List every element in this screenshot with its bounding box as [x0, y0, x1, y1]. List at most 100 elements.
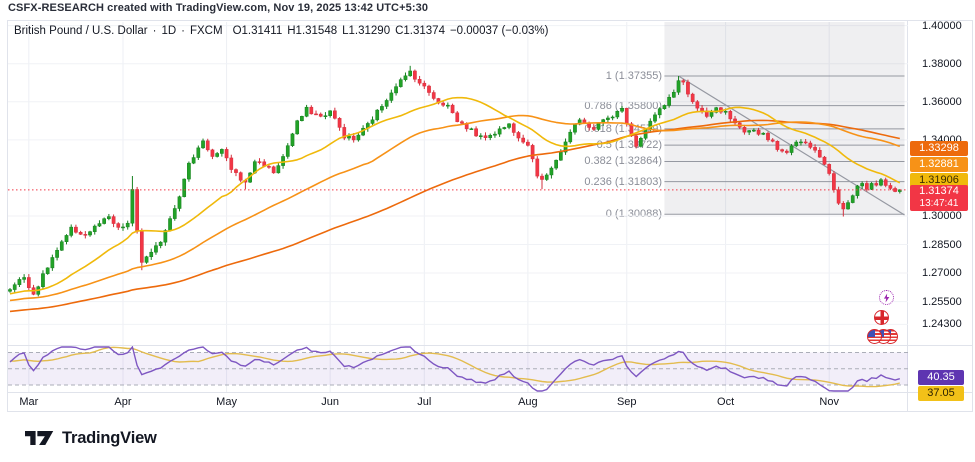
badge-price: 1.31906 — [919, 174, 959, 186]
candle-body — [111, 216, 116, 224]
rsi-indicator-canvas[interactable] — [8, 346, 908, 392]
time-tick-label: Mar — [19, 396, 39, 408]
candle-body — [257, 161, 262, 163]
candle-body — [234, 169, 238, 173]
symbol-title[interactable]: British Pound / U.S. Dollar — [14, 25, 148, 37]
price-scale[interactable]: 1.40000 1.38000 1.36000 1.34000 1.30000 1.285… — [908, 20, 975, 412]
legend-separator: · — [181, 25, 185, 37]
candle-body — [290, 133, 295, 146]
candle-body — [102, 218, 107, 224]
candle-body — [12, 284, 17, 290]
candle-body — [657, 108, 662, 116]
candle-body — [17, 279, 22, 285]
candle-body — [92, 225, 97, 232]
candle-body — [460, 121, 464, 124]
candle-body — [634, 135, 639, 147]
main-chart-canvas[interactable] — [8, 22, 908, 345]
candle-body — [201, 140, 205, 149]
candle-body — [549, 167, 554, 176]
candle-body — [69, 226, 74, 236]
candle-body — [752, 129, 756, 132]
candle-body — [667, 97, 671, 106]
candle-body — [733, 118, 737, 124]
candle-body — [394, 86, 398, 94]
candle-body — [64, 235, 69, 242]
badge-price: 1.31374 — [919, 185, 959, 197]
candle-body — [483, 135, 488, 138]
time-scale[interactable]: Mar Apr May Jun Jul Aug Sep Oct Nov — [7, 392, 973, 412]
candle-body — [158, 241, 163, 246]
ohlc-open-value: O1.31411 — [232, 25, 283, 37]
candle-body — [163, 230, 168, 243]
candle-body — [596, 123, 601, 130]
tradingview-logo-icon — [25, 430, 54, 446]
candle-body — [375, 109, 380, 121]
interval-label[interactable]: 1D — [161, 25, 177, 37]
sma-fast-line — [9, 96, 901, 295]
time-scale-separator — [7, 392, 973, 393]
candle-body — [794, 141, 799, 147]
candle-body — [403, 75, 408, 80]
candle-body — [526, 141, 530, 146]
price-tick-label: 1.30000 — [922, 209, 962, 222]
candle-body — [653, 114, 657, 122]
candle-body — [149, 251, 154, 257]
candle-body — [770, 139, 775, 142]
candle-body — [827, 164, 832, 174]
candle-body — [610, 116, 615, 119]
attribution-text: CSFX-RESEARCH created with TradingView.c… — [8, 2, 429, 14]
price-tick-label: 1.24300 — [922, 318, 962, 331]
candle-body — [742, 127, 747, 133]
candle-body — [747, 130, 752, 133]
time-tick-label: Apr — [114, 396, 132, 408]
candle-body — [784, 150, 789, 153]
candle-body — [502, 127, 507, 130]
candle-body — [26, 277, 31, 288]
fib-level-label: 0.236 (1.31803) — [584, 175, 662, 188]
candle-body — [59, 241, 64, 251]
ma-slow-price-badge: 1.33298 — [910, 140, 968, 156]
fib-level-label: 0.786 (1.35800) — [584, 99, 662, 112]
rsi-line — [9, 346, 900, 392]
candle-body — [822, 156, 827, 165]
rsi-ma-line — [9, 346, 900, 388]
candle-body — [639, 138, 643, 147]
candle-body — [624, 108, 629, 125]
candle-body — [897, 189, 902, 192]
candle-body — [535, 158, 540, 177]
economic-event-uk-flag-icon[interactable] — [874, 310, 889, 325]
candle-body — [88, 231, 92, 236]
candle-body — [846, 202, 850, 210]
price-tick-label: 1.27000 — [922, 267, 962, 280]
candle-body — [130, 189, 135, 224]
candle-body — [328, 110, 332, 116]
candle-body — [879, 179, 883, 186]
ohlc-low-value: L1.31290 — [342, 25, 391, 37]
candle-body — [488, 134, 493, 138]
candle-body — [789, 145, 794, 153]
candle-body — [582, 119, 587, 124]
candle-body — [516, 132, 521, 139]
chart-frame — [7, 20, 973, 412]
tradingview-logo[interactable]: TradingView — [25, 428, 157, 448]
economic-event-lightning-icon[interactable] — [879, 290, 894, 305]
candle-body — [22, 277, 26, 280]
candle-body — [662, 105, 667, 109]
sma-slow-line — [9, 119, 900, 313]
us-flag-icon — [867, 329, 882, 344]
candle-body — [83, 234, 88, 236]
candle-body — [832, 173, 836, 190]
exchange-label[interactable]: FXCM — [189, 25, 223, 37]
candle-body — [97, 223, 102, 227]
rsi-ma-value-badge: 37.05 — [918, 385, 964, 401]
candle-body — [709, 112, 714, 117]
candle-body — [309, 106, 314, 115]
badge-price: 1.32881 — [919, 157, 959, 170]
candle-body — [723, 111, 728, 113]
economic-event-us-flags-icon[interactable] — [867, 329, 900, 344]
time-tick-label: Nov — [819, 396, 839, 408]
ma-mid-price-badge: 1.32881 — [910, 156, 968, 172]
candle-body — [478, 135, 483, 137]
candle-body — [671, 91, 676, 98]
sma-mid-line — [9, 114, 901, 302]
